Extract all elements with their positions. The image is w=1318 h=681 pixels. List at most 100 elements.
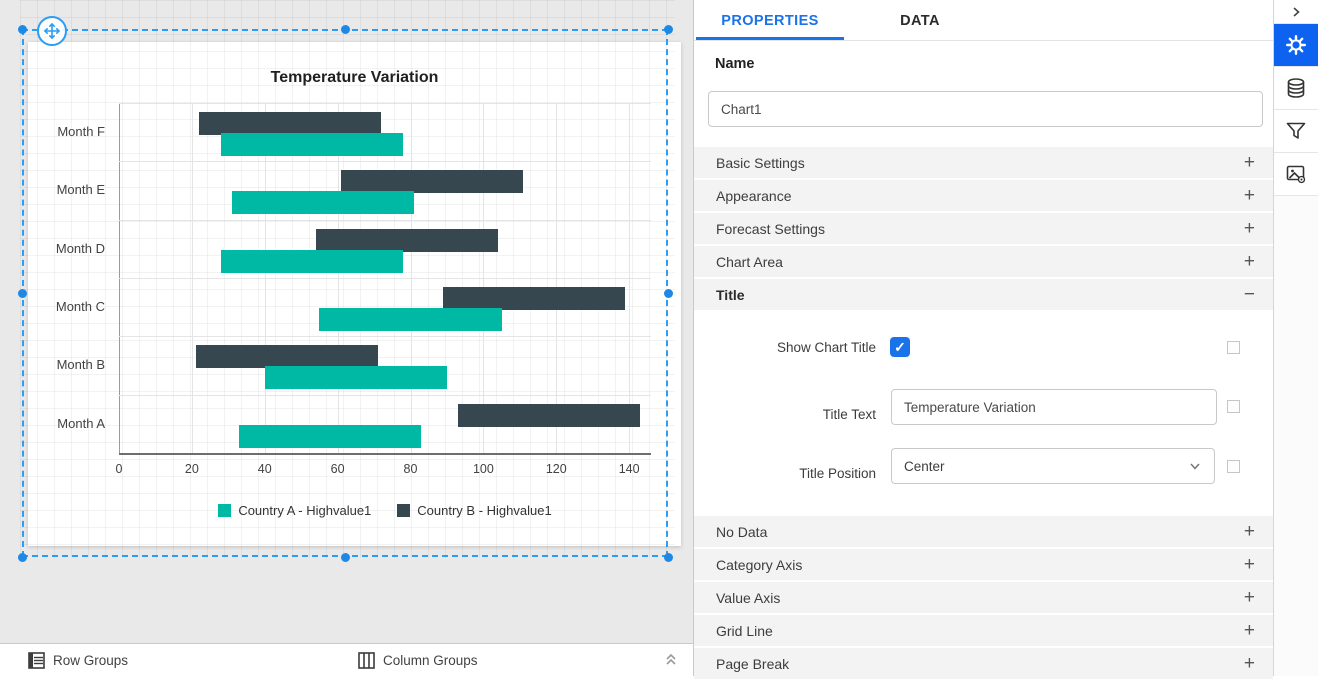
title-position-expression-box[interactable]: [1227, 460, 1240, 473]
category-gridline: [119, 394, 651, 396]
accordion-section-forecast-settings[interactable]: Forecast Settings +: [694, 213, 1273, 244]
category-gridline: [119, 336, 651, 338]
range-bar: [319, 308, 502, 331]
legend-label: Country A - Highvalue1: [238, 503, 372, 518]
resize-handle[interactable]: [663, 288, 673, 298]
category-gridline: [119, 219, 651, 221]
row-groups-icon: [28, 651, 45, 669]
column-groups-label: Column Groups: [383, 652, 478, 668]
tab-properties[interactable]: PROPERTIES: [721, 12, 819, 29]
accordion-section-basic-settings[interactable]: Basic Settings +: [694, 147, 1273, 178]
title-text-expression-box[interactable]: [1227, 400, 1240, 413]
show-chart-title-label: Show Chart Title: [776, 340, 876, 355]
value-tick-label: 60: [330, 462, 345, 476]
range-bar: [195, 345, 378, 369]
properties-tool-button[interactable]: [1274, 24, 1318, 67]
tab-data[interactable]: DATA: [900, 12, 940, 29]
legend-swatch: [218, 504, 232, 517]
expand-icon[interactable]: +: [1243, 554, 1255, 575]
range-bar: [231, 191, 415, 215]
accordion-section-page-break[interactable]: Page Break +: [694, 648, 1273, 679]
range-bar: [239, 424, 422, 448]
value-tick-label: 0: [115, 462, 123, 476]
section-label: Page Break: [716, 655, 790, 672]
legend-item: Country B - Highvalue1: [397, 503, 552, 518]
row-groups-pane[interactable]: Row Groups: [28, 644, 128, 676]
section-label: Value Axis: [716, 589, 781, 606]
resize-handle[interactable]: [663, 24, 673, 34]
category-label: Month F: [57, 124, 105, 139]
section-label: Appearance: [716, 187, 792, 204]
column-groups-pane[interactable]: Column Groups: [358, 644, 478, 676]
value-tick-label: 80: [403, 462, 418, 476]
chart-title: Temperature Variation: [270, 69, 439, 86]
title-position-select[interactable]: Center: [891, 448, 1215, 484]
expand-icon[interactable]: +: [1243, 218, 1255, 239]
accordion-section-no-data[interactable]: No Data +: [694, 516, 1273, 547]
database-icon: [1287, 78, 1305, 98]
filter-tool-button[interactable]: [1274, 110, 1318, 153]
range-bar: [341, 170, 524, 194]
name-input[interactable]: [708, 91, 1263, 127]
column-groups-icon: [358, 651, 375, 669]
expand-icon[interactable]: +: [1243, 620, 1255, 641]
section-label: Grid Line: [716, 622, 773, 639]
range-bar: [315, 228, 498, 252]
collapse-icon[interactable]: −: [1243, 284, 1255, 305]
accordion-section-chart-area[interactable]: Chart Area +: [694, 246, 1273, 277]
title-text-input[interactable]: [891, 389, 1217, 425]
expand-icon[interactable]: +: [1243, 587, 1255, 608]
chart-item[interactable]: Temperature Variation Month F Month E Mont…: [28, 42, 681, 546]
accordion-section-value-axis[interactable]: Value Axis +: [694, 582, 1273, 613]
legend-label: Country B - Highvalue1: [417, 503, 552, 518]
resize-handle[interactable]: [663, 552, 673, 562]
resize-handle[interactable]: [17, 24, 27, 34]
accordion-section-grid-line[interactable]: Grid Line +: [694, 615, 1273, 646]
collapse-groups-button[interactable]: [663, 651, 681, 669]
category-label: Month C: [55, 299, 105, 314]
resize-handle[interactable]: [17, 552, 27, 562]
category-axis-labels: Month F Month E Month D Month C Month B Month…: [28, 103, 105, 453]
section-label: Title: [716, 286, 745, 303]
resize-handle[interactable]: [17, 288, 27, 298]
section-label: No Data: [716, 523, 768, 540]
accordion-section-title[interactable]: Title −: [694, 279, 1273, 310]
value-tick-label: 20: [184, 462, 199, 476]
range-bar: [443, 287, 626, 310]
range-bar: [457, 403, 641, 427]
show-chart-title-checkbox[interactable]: ✓: [890, 337, 910, 357]
section-label: Chart Area: [716, 253, 783, 270]
title-position-label: Title Position: [799, 466, 876, 481]
funnel-icon: [1286, 122, 1306, 139]
resize-handle[interactable]: [340, 552, 350, 562]
category-gridline: [119, 161, 651, 163]
accordion-section-category-axis[interactable]: Category Axis +: [694, 549, 1273, 580]
design-canvas[interactable]: Temperature Variation Month F Month E Mont…: [0, 0, 693, 676]
chart-plot-area: [119, 103, 651, 455]
resize-handle[interactable]: [340, 24, 350, 34]
value-tick-label: 100: [472, 462, 494, 476]
category-label: Month B: [56, 357, 105, 373]
section-label: Category Axis: [716, 556, 803, 573]
move-arrows-icon: [43, 22, 61, 40]
groups-bar: Row Groups Column Groups: [0, 643, 693, 676]
move-handle-icon[interactable]: [37, 16, 67, 46]
section-label: Basic Settings: [716, 154, 805, 171]
chevron-down-icon: [1190, 463, 1200, 470]
chevron-right-icon: [1293, 6, 1300, 17]
show-chart-title-expression-box[interactable]: [1227, 341, 1240, 354]
image-settings-tool-button[interactable]: [1274, 153, 1318, 196]
name-field-label: Name: [715, 56, 755, 72]
collapse-panel-button[interactable]: [1274, 0, 1318, 24]
value-tick-label: 140: [618, 462, 640, 476]
category-label: Month E: [56, 182, 105, 198]
expand-icon[interactable]: +: [1243, 152, 1255, 173]
data-tool-button[interactable]: [1274, 67, 1318, 110]
value-tick-label: 40: [257, 462, 272, 476]
expand-icon[interactable]: +: [1243, 185, 1255, 206]
legend-item: Country A - Highvalue1: [218, 503, 371, 518]
expand-icon[interactable]: +: [1243, 251, 1255, 272]
expand-icon[interactable]: +: [1243, 521, 1255, 542]
accordion-section-appearance[interactable]: Appearance +: [694, 180, 1273, 211]
expand-icon[interactable]: +: [1243, 653, 1255, 674]
